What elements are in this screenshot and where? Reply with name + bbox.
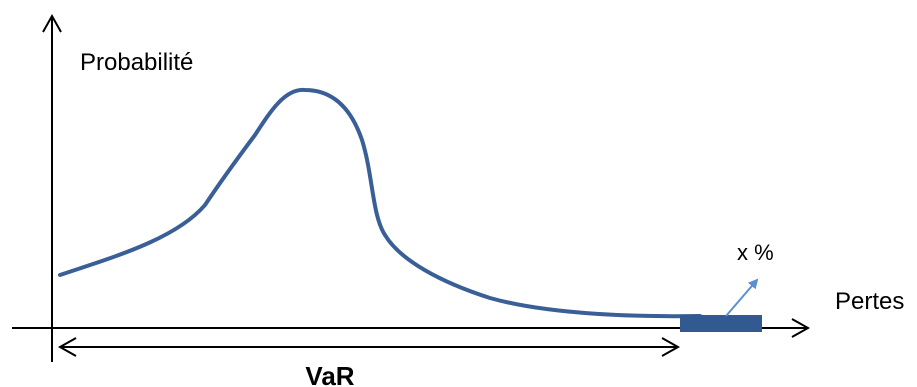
tail-pointer-arrow [725,278,759,317]
tail-percent-label: x % [737,240,774,265]
var-label: VaR [305,361,354,387]
x-axis-arrowhead [791,318,811,338]
tail-region-block [680,315,762,332]
probability-curve [58,87,702,319]
var-right-arrowhead [661,337,681,357]
y-axis-label: Probabilité [80,49,193,76]
y-axis-arrowhead [42,13,62,33]
x-axis-label: Pertes [835,288,904,315]
var-left-arrowhead [57,337,77,357]
